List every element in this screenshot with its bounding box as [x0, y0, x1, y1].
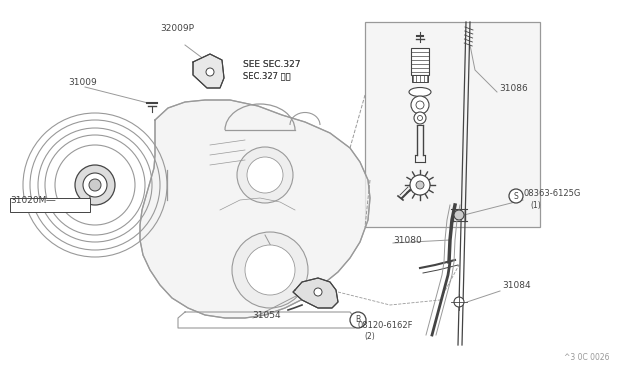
Ellipse shape [409, 87, 431, 96]
Circle shape [414, 112, 426, 124]
Bar [412, 75, 428, 82]
Text: 08363-6125G: 08363-6125G [524, 189, 581, 198]
Text: ^3 0C 0026: ^3 0C 0026 [564, 353, 609, 362]
Bar [10, 198, 90, 212]
Text: 31086: 31086 [499, 83, 528, 93]
Bar [411, 48, 429, 75]
Text: (1): (1) [530, 201, 541, 209]
Text: SEC.327 参照: SEC.327 参照 [243, 71, 291, 80]
Text: SEE SEC.327: SEE SEC.327 [243, 60, 301, 68]
Text: SEE SEC.327: SEE SEC.327 [243, 60, 301, 68]
Text: 31020M―: 31020M― [10, 196, 56, 205]
Polygon shape [140, 100, 370, 318]
Circle shape [89, 179, 101, 191]
Text: SEC.327 参照: SEC.327 参照 [243, 71, 291, 80]
Circle shape [416, 181, 424, 189]
Circle shape [350, 312, 366, 328]
Circle shape [245, 245, 295, 295]
Circle shape [83, 173, 107, 197]
Circle shape [410, 175, 430, 195]
Circle shape [411, 96, 429, 114]
Polygon shape [293, 278, 338, 308]
Text: 32009P: 32009P [160, 23, 194, 32]
Text: (2): (2) [364, 333, 375, 341]
Text: 31080: 31080 [393, 235, 422, 244]
Circle shape [206, 68, 214, 76]
Circle shape [232, 232, 308, 308]
Bar [365, 22, 540, 227]
Text: S: S [514, 192, 518, 201]
Circle shape [454, 210, 464, 220]
Text: B: B [355, 315, 360, 324]
Text: 08120-6162F: 08120-6162F [358, 321, 413, 330]
Circle shape [237, 147, 293, 203]
Circle shape [314, 288, 322, 296]
Text: 31009: 31009 [68, 77, 97, 87]
Text: 31084: 31084 [502, 280, 531, 289]
Circle shape [417, 115, 422, 121]
Circle shape [454, 297, 464, 307]
Text: 31054: 31054 [252, 311, 280, 321]
Circle shape [247, 157, 283, 193]
Circle shape [416, 101, 424, 109]
Circle shape [75, 165, 115, 205]
Polygon shape [193, 54, 224, 88]
Circle shape [509, 189, 523, 203]
